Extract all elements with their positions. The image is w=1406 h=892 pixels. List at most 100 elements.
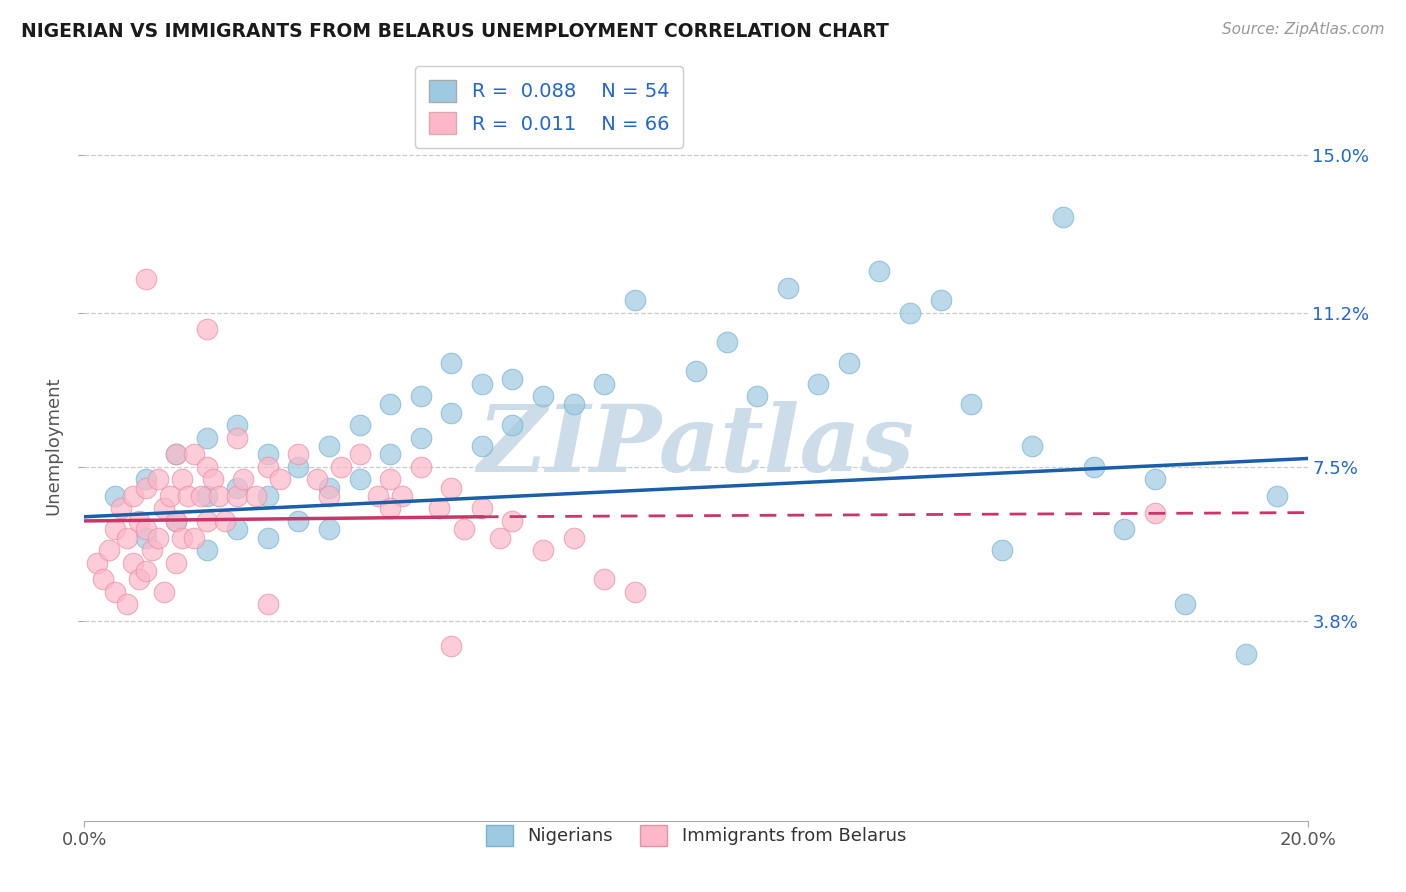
Point xyxy=(91,572,114,586)
Y-axis label: Unemployment: Unemployment xyxy=(45,376,63,516)
Point xyxy=(245,489,267,503)
Point xyxy=(172,531,194,545)
Point xyxy=(391,489,413,503)
Point xyxy=(257,459,280,474)
Point xyxy=(257,531,280,545)
Point xyxy=(287,447,309,461)
Point xyxy=(122,556,145,570)
Point xyxy=(104,489,127,503)
Point xyxy=(380,397,402,411)
Point xyxy=(624,293,647,308)
Point xyxy=(562,397,585,411)
Point xyxy=(502,418,524,433)
Point xyxy=(287,459,309,474)
Point xyxy=(122,489,145,503)
Point xyxy=(86,556,108,570)
Point xyxy=(135,522,157,536)
Point xyxy=(226,418,249,433)
Point xyxy=(141,543,163,558)
Point xyxy=(427,501,450,516)
Point xyxy=(214,514,236,528)
Point xyxy=(104,522,127,536)
Point xyxy=(409,389,432,403)
Point xyxy=(1021,439,1043,453)
Point xyxy=(349,418,371,433)
Point xyxy=(1236,647,1258,661)
Point xyxy=(318,489,340,503)
Point xyxy=(898,306,921,320)
Point xyxy=(1052,210,1074,224)
Point xyxy=(624,584,647,599)
Point xyxy=(153,501,176,516)
Point xyxy=(453,522,475,536)
Point xyxy=(226,481,249,495)
Point xyxy=(165,447,187,461)
Point xyxy=(318,439,340,453)
Point xyxy=(135,481,157,495)
Point xyxy=(115,531,138,545)
Point xyxy=(409,431,432,445)
Text: NIGERIAN VS IMMIGRANTS FROM BELARUS UNEMPLOYMENT CORRELATION CHART: NIGERIAN VS IMMIGRANTS FROM BELARUS UNEM… xyxy=(21,22,889,41)
Legend: Nigerians, Immigrants from Belarus: Nigerians, Immigrants from Belarus xyxy=(478,818,914,853)
Point xyxy=(1143,506,1166,520)
Point xyxy=(502,514,524,528)
Point xyxy=(440,481,463,495)
Point xyxy=(531,389,554,403)
Point xyxy=(190,489,212,503)
Point xyxy=(367,489,389,503)
Point xyxy=(1174,597,1197,611)
Point xyxy=(257,489,280,503)
Point xyxy=(471,501,494,516)
Point xyxy=(531,543,554,558)
Point xyxy=(115,597,138,611)
Point xyxy=(1114,522,1136,536)
Point xyxy=(471,439,494,453)
Point xyxy=(201,472,224,486)
Point xyxy=(269,472,291,486)
Point xyxy=(1143,472,1166,486)
Point xyxy=(593,376,616,391)
Point xyxy=(183,531,205,545)
Point xyxy=(502,372,524,386)
Point xyxy=(195,514,218,528)
Point xyxy=(380,472,402,486)
Point xyxy=(208,489,231,503)
Point xyxy=(593,572,616,586)
Point xyxy=(305,472,328,486)
Point xyxy=(104,584,127,599)
Point xyxy=(226,522,249,536)
Point xyxy=(330,459,353,474)
Point xyxy=(135,564,157,578)
Point xyxy=(1083,459,1105,474)
Point xyxy=(232,472,254,486)
Point xyxy=(165,514,187,528)
Point xyxy=(318,481,340,495)
Point xyxy=(195,322,218,336)
Point xyxy=(257,597,280,611)
Point xyxy=(135,272,157,286)
Point xyxy=(349,472,371,486)
Point xyxy=(1265,489,1288,503)
Text: Source: ZipAtlas.com: Source: ZipAtlas.com xyxy=(1222,22,1385,37)
Point xyxy=(165,447,187,461)
Point xyxy=(380,447,402,461)
Point xyxy=(716,334,738,349)
Point xyxy=(159,489,181,503)
Point xyxy=(128,514,150,528)
Point xyxy=(349,447,371,461)
Point xyxy=(747,389,769,403)
Point xyxy=(195,459,218,474)
Point xyxy=(991,543,1014,558)
Point xyxy=(440,639,463,653)
Point xyxy=(226,489,249,503)
Point xyxy=(165,514,187,528)
Point xyxy=(471,376,494,391)
Point xyxy=(165,556,187,570)
Point xyxy=(183,447,205,461)
Point xyxy=(195,431,218,445)
Point xyxy=(869,264,891,278)
Point xyxy=(838,356,860,370)
Point xyxy=(257,447,280,461)
Point xyxy=(807,376,830,391)
Point xyxy=(146,531,169,545)
